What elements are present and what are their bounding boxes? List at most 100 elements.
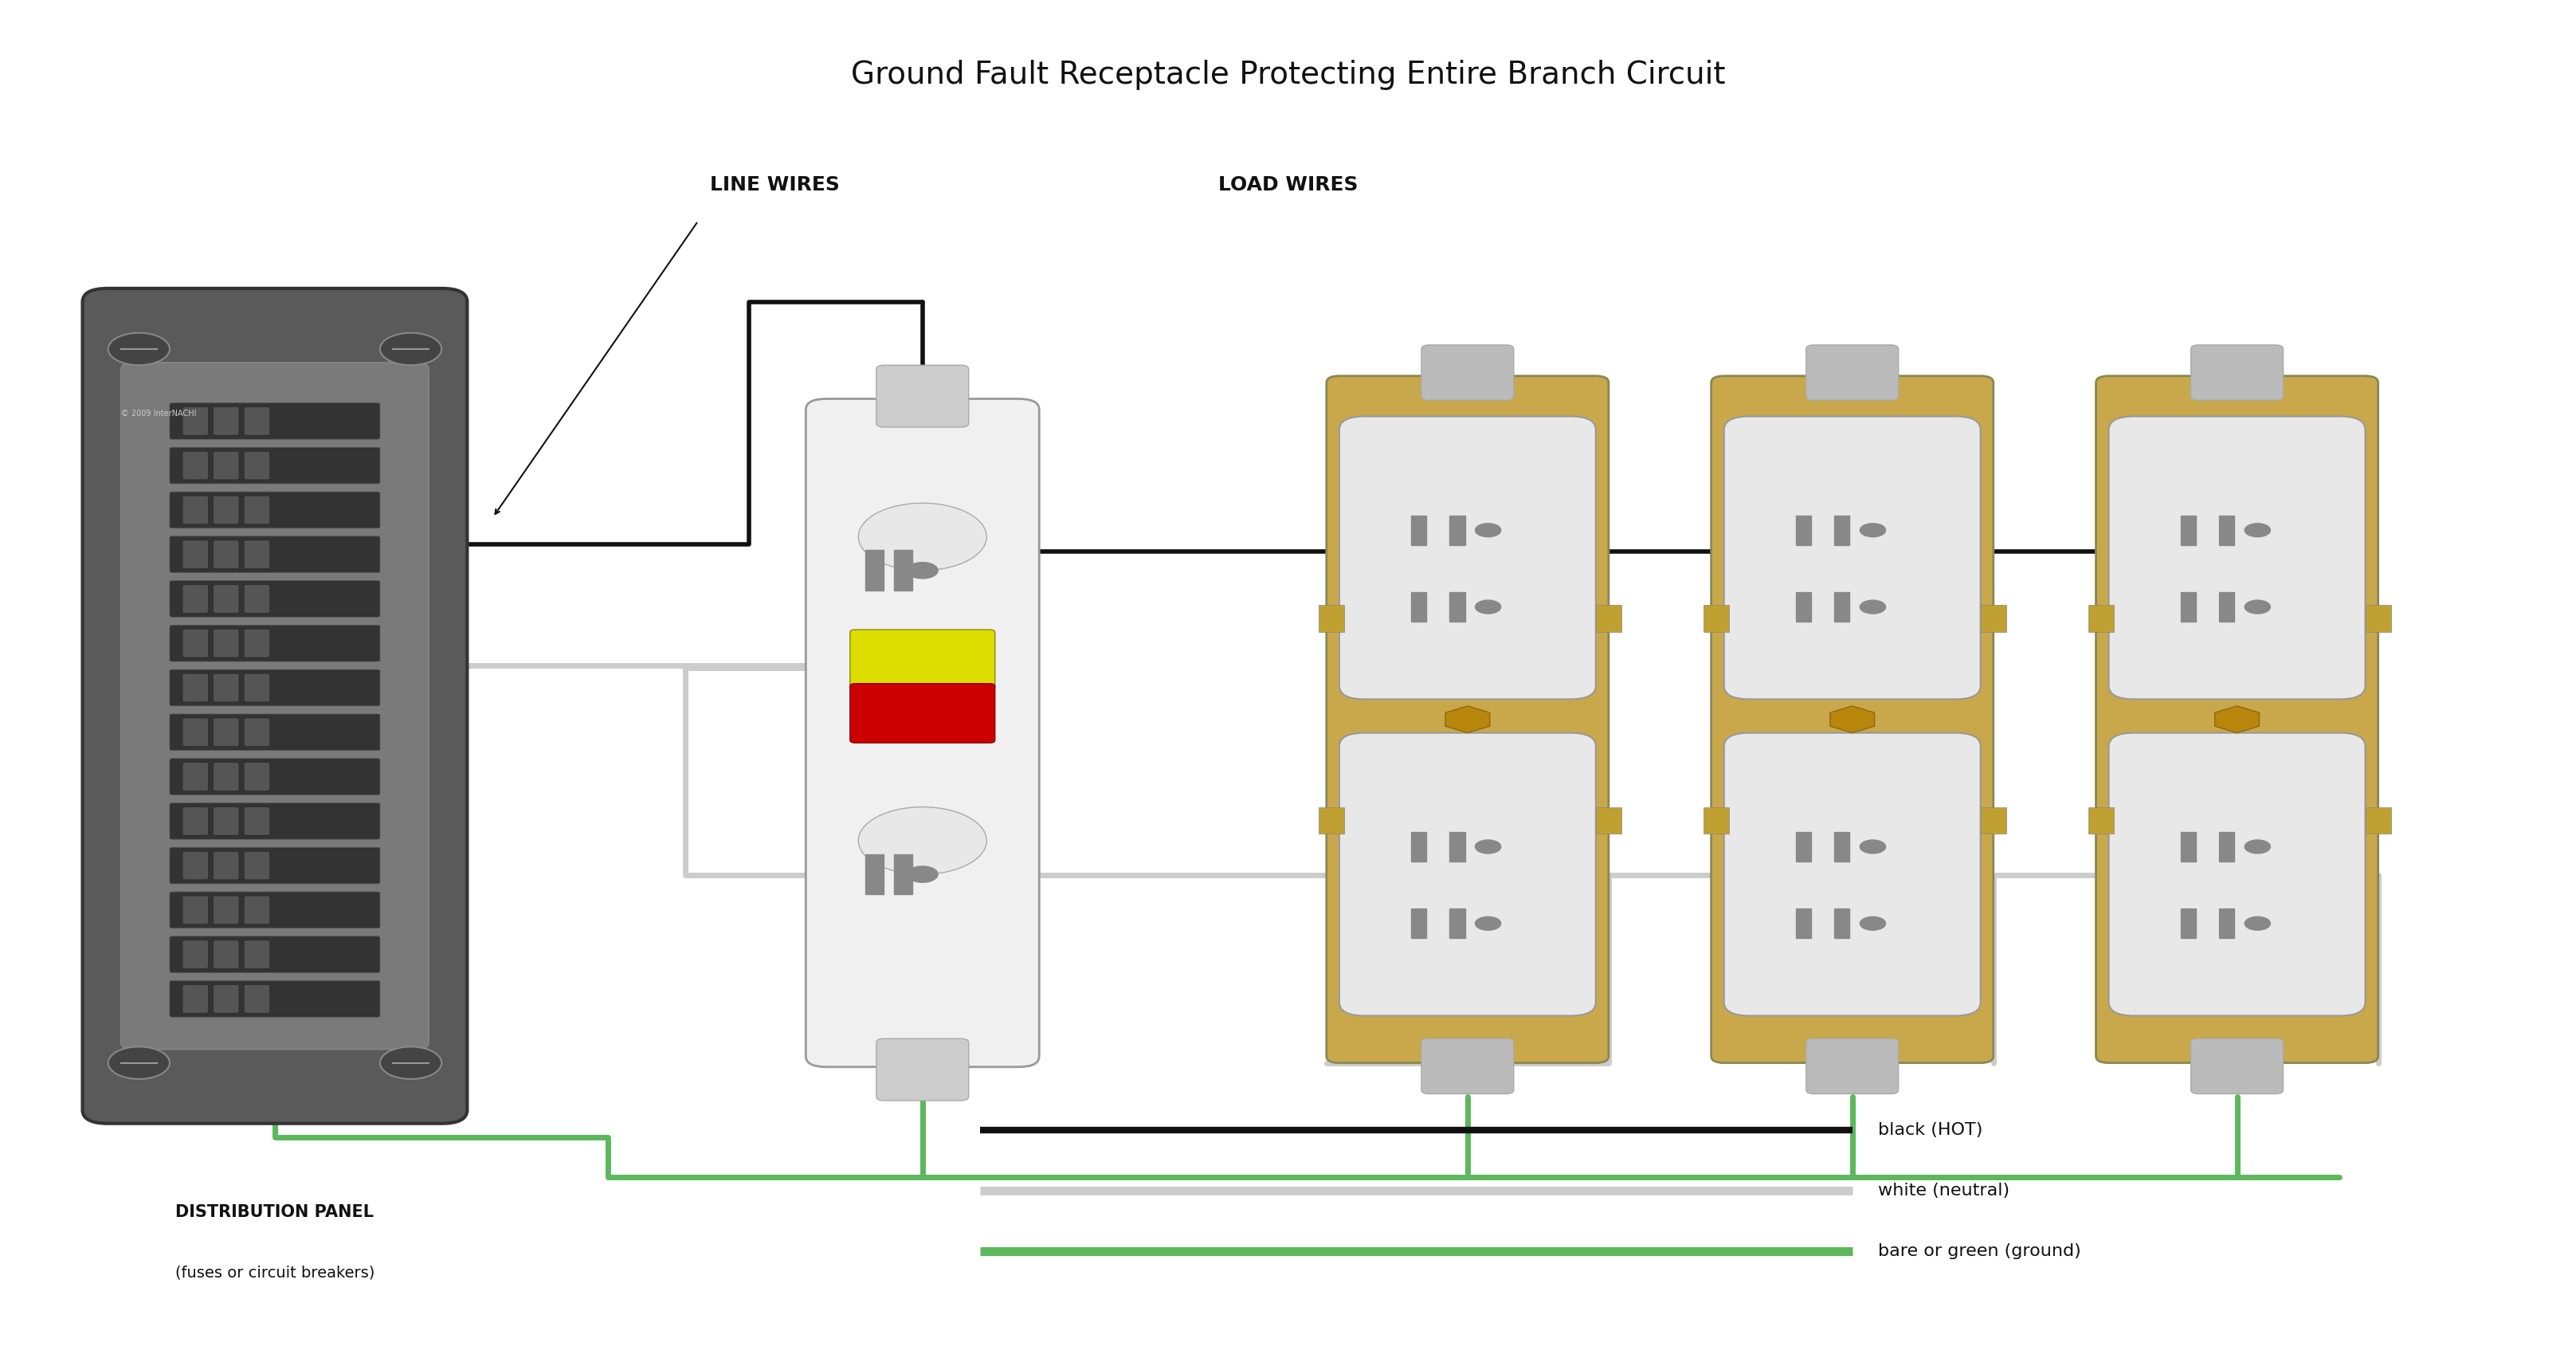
Bar <box>1595 604 1620 631</box>
FancyBboxPatch shape <box>806 399 1038 1067</box>
Bar <box>1834 592 1850 622</box>
FancyBboxPatch shape <box>245 451 270 479</box>
FancyBboxPatch shape <box>183 807 209 835</box>
Circle shape <box>1476 600 1502 614</box>
Bar <box>1981 807 2007 834</box>
Bar <box>2218 515 2233 545</box>
FancyBboxPatch shape <box>170 492 381 528</box>
Bar <box>1412 909 1427 938</box>
FancyBboxPatch shape <box>214 496 240 524</box>
Text: bare or green (ground): bare or green (ground) <box>1878 1244 2081 1259</box>
FancyBboxPatch shape <box>1340 417 1595 699</box>
FancyBboxPatch shape <box>1723 733 1981 1016</box>
Bar <box>1795 592 1811 622</box>
FancyBboxPatch shape <box>1806 1039 1899 1093</box>
Circle shape <box>1476 841 1502 853</box>
Text: DISTRIBUTION PANEL: DISTRIBUTION PANEL <box>175 1205 374 1221</box>
FancyBboxPatch shape <box>245 807 270 835</box>
FancyBboxPatch shape <box>170 403 381 439</box>
Bar <box>2089 807 2115 834</box>
FancyBboxPatch shape <box>214 985 240 1013</box>
Text: © 2009 InterNACHI: © 2009 InterNACHI <box>121 410 196 417</box>
Text: (fuses or circuit breakers): (fuses or circuit breakers) <box>175 1264 374 1281</box>
FancyBboxPatch shape <box>1422 1039 1515 1093</box>
Bar <box>1795 832 1811 861</box>
FancyBboxPatch shape <box>245 940 270 968</box>
Bar <box>2218 592 2233 622</box>
FancyBboxPatch shape <box>245 585 270 612</box>
Bar <box>1319 807 1345 834</box>
Circle shape <box>858 502 987 570</box>
Text: black (HOT): black (HOT) <box>1878 1122 1984 1138</box>
FancyBboxPatch shape <box>2097 376 2378 1063</box>
FancyBboxPatch shape <box>214 851 240 880</box>
Bar <box>1412 592 1427 622</box>
FancyBboxPatch shape <box>170 759 381 794</box>
Circle shape <box>907 866 938 883</box>
FancyBboxPatch shape <box>245 496 270 524</box>
FancyBboxPatch shape <box>183 674 209 702</box>
FancyBboxPatch shape <box>245 540 270 569</box>
FancyBboxPatch shape <box>170 892 381 928</box>
Circle shape <box>1476 917 1502 930</box>
FancyBboxPatch shape <box>170 625 381 661</box>
FancyBboxPatch shape <box>214 407 240 435</box>
FancyBboxPatch shape <box>2190 1039 2282 1093</box>
Bar <box>2365 604 2391 631</box>
FancyBboxPatch shape <box>170 581 381 617</box>
FancyBboxPatch shape <box>214 762 240 790</box>
FancyBboxPatch shape <box>183 851 209 880</box>
Circle shape <box>2244 600 2269 614</box>
FancyBboxPatch shape <box>183 451 209 479</box>
Bar <box>1795 515 1811 545</box>
Bar <box>2182 832 2195 861</box>
FancyBboxPatch shape <box>245 851 270 880</box>
FancyBboxPatch shape <box>1710 376 1994 1063</box>
FancyBboxPatch shape <box>214 718 240 747</box>
Circle shape <box>2244 917 2269 930</box>
FancyBboxPatch shape <box>170 980 381 1017</box>
Text: LOAD WIRES: LOAD WIRES <box>1218 175 1358 194</box>
FancyBboxPatch shape <box>170 669 381 706</box>
Bar <box>866 854 884 895</box>
Circle shape <box>1860 917 1886 930</box>
FancyBboxPatch shape <box>850 683 994 743</box>
FancyBboxPatch shape <box>214 940 240 968</box>
Polygon shape <box>1445 706 1489 733</box>
Bar <box>2365 807 2391 834</box>
FancyBboxPatch shape <box>82 288 466 1123</box>
FancyBboxPatch shape <box>1806 345 1899 401</box>
FancyBboxPatch shape <box>245 985 270 1013</box>
Circle shape <box>2244 841 2269 853</box>
FancyBboxPatch shape <box>2190 345 2282 401</box>
Circle shape <box>2244 523 2269 536</box>
FancyBboxPatch shape <box>2110 733 2365 1016</box>
Bar <box>2089 604 2115 631</box>
FancyBboxPatch shape <box>214 674 240 702</box>
Polygon shape <box>1829 706 1875 733</box>
FancyBboxPatch shape <box>850 630 994 689</box>
Circle shape <box>1860 841 1886 853</box>
FancyBboxPatch shape <box>214 585 240 612</box>
FancyBboxPatch shape <box>214 629 240 657</box>
FancyBboxPatch shape <box>170 803 381 839</box>
Circle shape <box>381 1047 440 1080</box>
FancyBboxPatch shape <box>245 629 270 657</box>
Bar <box>1450 592 1466 622</box>
FancyBboxPatch shape <box>183 940 209 968</box>
Text: LINE WIRES: LINE WIRES <box>711 175 840 194</box>
Bar <box>2182 515 2195 545</box>
Bar <box>1412 515 1427 545</box>
FancyBboxPatch shape <box>170 936 381 972</box>
Bar <box>866 550 884 591</box>
Bar <box>1595 807 1620 834</box>
Circle shape <box>1476 523 1502 536</box>
Bar <box>2182 592 2195 622</box>
FancyBboxPatch shape <box>1422 345 1515 401</box>
FancyBboxPatch shape <box>183 718 209 747</box>
Text: Ground Fault Receptacle Protecting Entire Branch Circuit: Ground Fault Receptacle Protecting Entir… <box>850 60 1726 90</box>
FancyBboxPatch shape <box>245 674 270 702</box>
FancyBboxPatch shape <box>876 1039 969 1100</box>
Circle shape <box>381 333 440 365</box>
FancyBboxPatch shape <box>1723 417 1981 699</box>
